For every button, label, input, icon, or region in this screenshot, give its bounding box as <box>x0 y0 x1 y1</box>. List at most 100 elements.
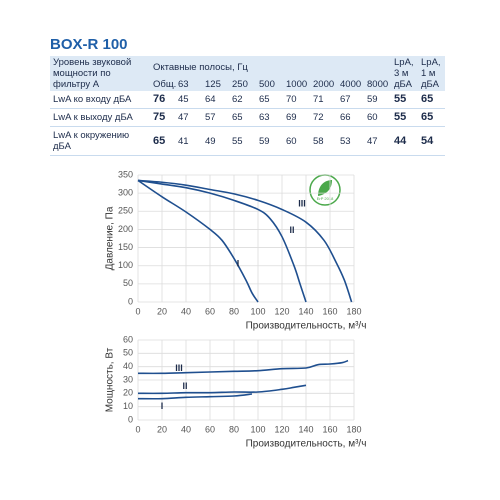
x-tick-label: 60 <box>205 306 215 316</box>
y-tick-label: 200 <box>118 224 133 234</box>
cell-value: 65 <box>150 126 175 156</box>
x-tick-label: 120 <box>274 424 289 434</box>
curve-label: III <box>175 363 183 373</box>
cell-value: 69 <box>283 108 310 127</box>
y-tick-label: 50 <box>123 278 133 288</box>
curve-label: I <box>161 401 164 411</box>
y-tick-label: 0 <box>128 414 133 424</box>
x-tick-label: 120 <box>274 306 289 316</box>
y-tick-label: 300 <box>118 188 133 198</box>
y-tick-label: 350 <box>118 169 133 179</box>
curve <box>137 359 349 375</box>
cell-value: 59 <box>256 126 283 156</box>
cell-value: 59 <box>364 91 391 109</box>
x-tick-label: 0 <box>135 424 140 434</box>
header-band: 8000 <box>364 73 391 91</box>
cell-value: 47 <box>175 108 202 127</box>
y-tick-label: 40 <box>123 361 133 371</box>
cell-value: 65 <box>256 91 283 109</box>
table-row: LwA ко входу дБА 76 45 64 62 65 70 71 67 59 55 65 <box>50 91 445 109</box>
x-tick-label: 160 <box>322 306 337 316</box>
table-row: LwA к окружению дБА 65 41 49 55 59 60 58 53 47 44 5… <box>50 126 445 156</box>
cell-value: 62 <box>229 91 256 109</box>
row-label: LwA ко входу дБА <box>50 91 150 109</box>
y-axis-label: Мощность, Вт <box>105 347 116 412</box>
cell-value: 70 <box>283 91 310 109</box>
y-tick-label: 10 <box>123 401 133 411</box>
noise-table: Уровень звуковой мощности по фильтру А О… <box>50 56 445 156</box>
x-tick-label: 180 <box>346 424 361 434</box>
cell-value: 44 <box>391 126 418 156</box>
x-tick-label: 20 <box>157 306 167 316</box>
x-tick-label: 40 <box>181 424 191 434</box>
header-band: 125 <box>202 73 229 91</box>
header-band: 2000 <box>310 73 337 91</box>
y-tick-label: 250 <box>118 206 133 216</box>
y-tick-label: 100 <box>118 260 133 270</box>
x-tick-label: 80 <box>229 306 239 316</box>
badge-leaf <box>318 180 332 196</box>
x-tick-label: 180 <box>346 306 361 316</box>
x-axis-label: Производительность, м³/ч <box>246 321 367 332</box>
curve-label: II <box>182 381 187 391</box>
curve-label: II <box>289 225 294 235</box>
row-label: LwA к выходу дБА <box>50 108 150 127</box>
cell-value: 41 <box>175 126 202 156</box>
cell-value: 55 <box>391 108 418 127</box>
cell-value: 65 <box>229 108 256 127</box>
cell-value: 64 <box>202 91 229 109</box>
cell-value: 58 <box>310 126 337 156</box>
cell-value: 55 <box>229 126 256 156</box>
curve <box>137 393 253 400</box>
x-tick-label: 40 <box>181 306 191 316</box>
cell-value: 72 <box>310 108 337 127</box>
header-band: 4000 <box>337 73 364 91</box>
header-band: 63 <box>175 73 202 91</box>
x-tick-label: 80 <box>229 424 239 434</box>
header-band: 500 <box>256 73 283 91</box>
cell-value: 65 <box>418 108 445 127</box>
curve <box>137 384 307 395</box>
x-axis-label: Производительность, м³/ч <box>246 439 367 450</box>
curve <box>137 179 307 303</box>
table-row: LwA к выходу дБА 75 47 57 65 63 69 72 66 60 55 65 <box>50 108 445 127</box>
cell-value: 57 <box>202 108 229 127</box>
y-tick-label: 150 <box>118 242 133 252</box>
header-label: Уровень звуковой мощности по фильтру А <box>50 56 150 91</box>
y-axis-label: Давление, Па <box>105 206 116 270</box>
y-tick-label: 50 <box>123 348 133 358</box>
cell-value: 65 <box>418 91 445 109</box>
x-tick-label: 100 <box>250 306 265 316</box>
x-tick-label: 140 <box>298 424 313 434</box>
cell-value: 49 <box>202 126 229 156</box>
x-tick-label: 20 <box>157 424 167 434</box>
x-tick-label: 160 <box>322 424 337 434</box>
row-label: LwA к окружению дБА <box>50 126 150 156</box>
curve <box>137 179 259 303</box>
cell-value: 53 <box>337 126 364 156</box>
y-tick-label: 60 <box>123 334 133 344</box>
title: BOX-R 100 <box>50 36 128 53</box>
header-lpa3: LpA, 3 м дБА <box>391 56 418 91</box>
cell-value: 76 <box>150 91 175 109</box>
cell-value: 75 <box>150 108 175 127</box>
cell-value: 60 <box>283 126 310 156</box>
cell-value: 60 <box>364 108 391 127</box>
curve-label: III <box>298 199 306 209</box>
x-tick-label: 60 <box>205 424 215 434</box>
cell-value: 71 <box>310 91 337 109</box>
header-total: Общ. <box>150 73 176 91</box>
cell-value: 54 <box>418 126 445 156</box>
x-tick-label: 140 <box>298 306 313 316</box>
header-band: 1000 <box>283 73 310 91</box>
cell-value: 47 <box>364 126 391 156</box>
y-tick-label: 0 <box>128 296 133 306</box>
y-tick-label: 30 <box>123 374 133 384</box>
badge-text: ErP 2018 <box>317 196 334 201</box>
erp-badge: ErP 2018 <box>309 174 341 206</box>
cell-value: 63 <box>256 108 283 127</box>
x-tick-label: 0 <box>135 306 140 316</box>
header-bands-title: Октавные полосы, Гц <box>150 56 391 74</box>
